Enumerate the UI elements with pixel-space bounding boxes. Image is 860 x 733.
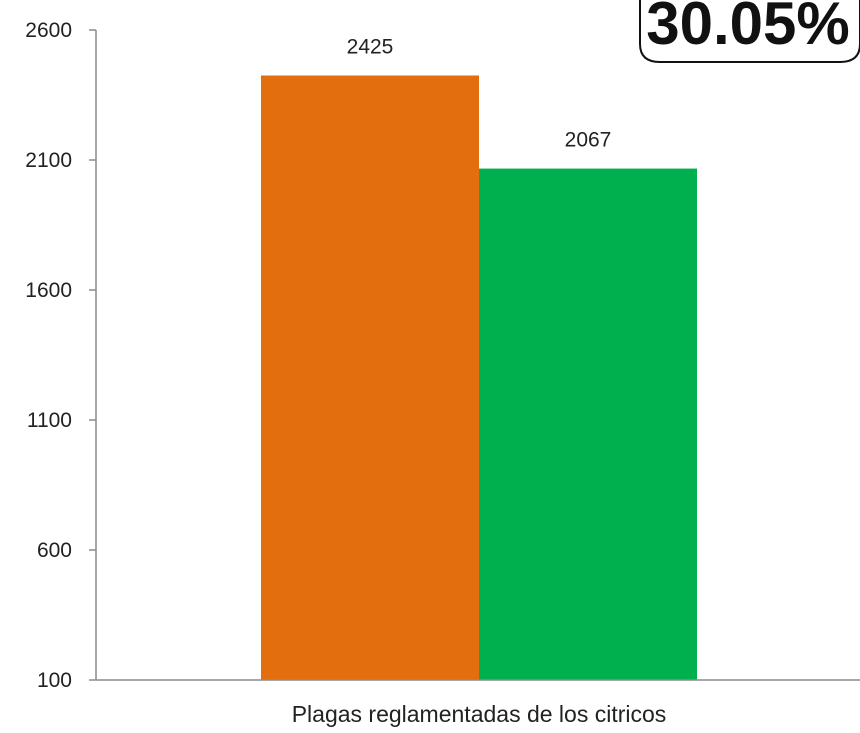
y-tick-label: 600 (37, 539, 72, 562)
data-labels: 2425 2067 (347, 36, 612, 152)
bar-value-label: 2067 (565, 129, 612, 152)
bar-series-2 (479, 168, 697, 680)
y-tick-label: 2600 (25, 19, 72, 42)
y-axis: 100 600 1100 1600 2100 2600 (25, 19, 97, 692)
y-tick-label: 2100 (25, 149, 72, 172)
x-axis: Plagas reglamentadas de los citricos (96, 679, 860, 727)
bar-value-label: 2425 (347, 36, 394, 59)
callout-box (639, 0, 860, 63)
callout-text: 30.05% (646, 0, 850, 57)
x-category-label: Plagas reglamentadas de los citricos (292, 701, 667, 727)
percentage-callout: 30.05% (639, 0, 860, 63)
y-tick-label: 100 (37, 669, 72, 692)
y-tick-label: 1600 (25, 279, 72, 302)
bar-series-1 (261, 75, 479, 680)
y-tick-label: 1100 (27, 409, 72, 432)
bars (261, 75, 697, 680)
